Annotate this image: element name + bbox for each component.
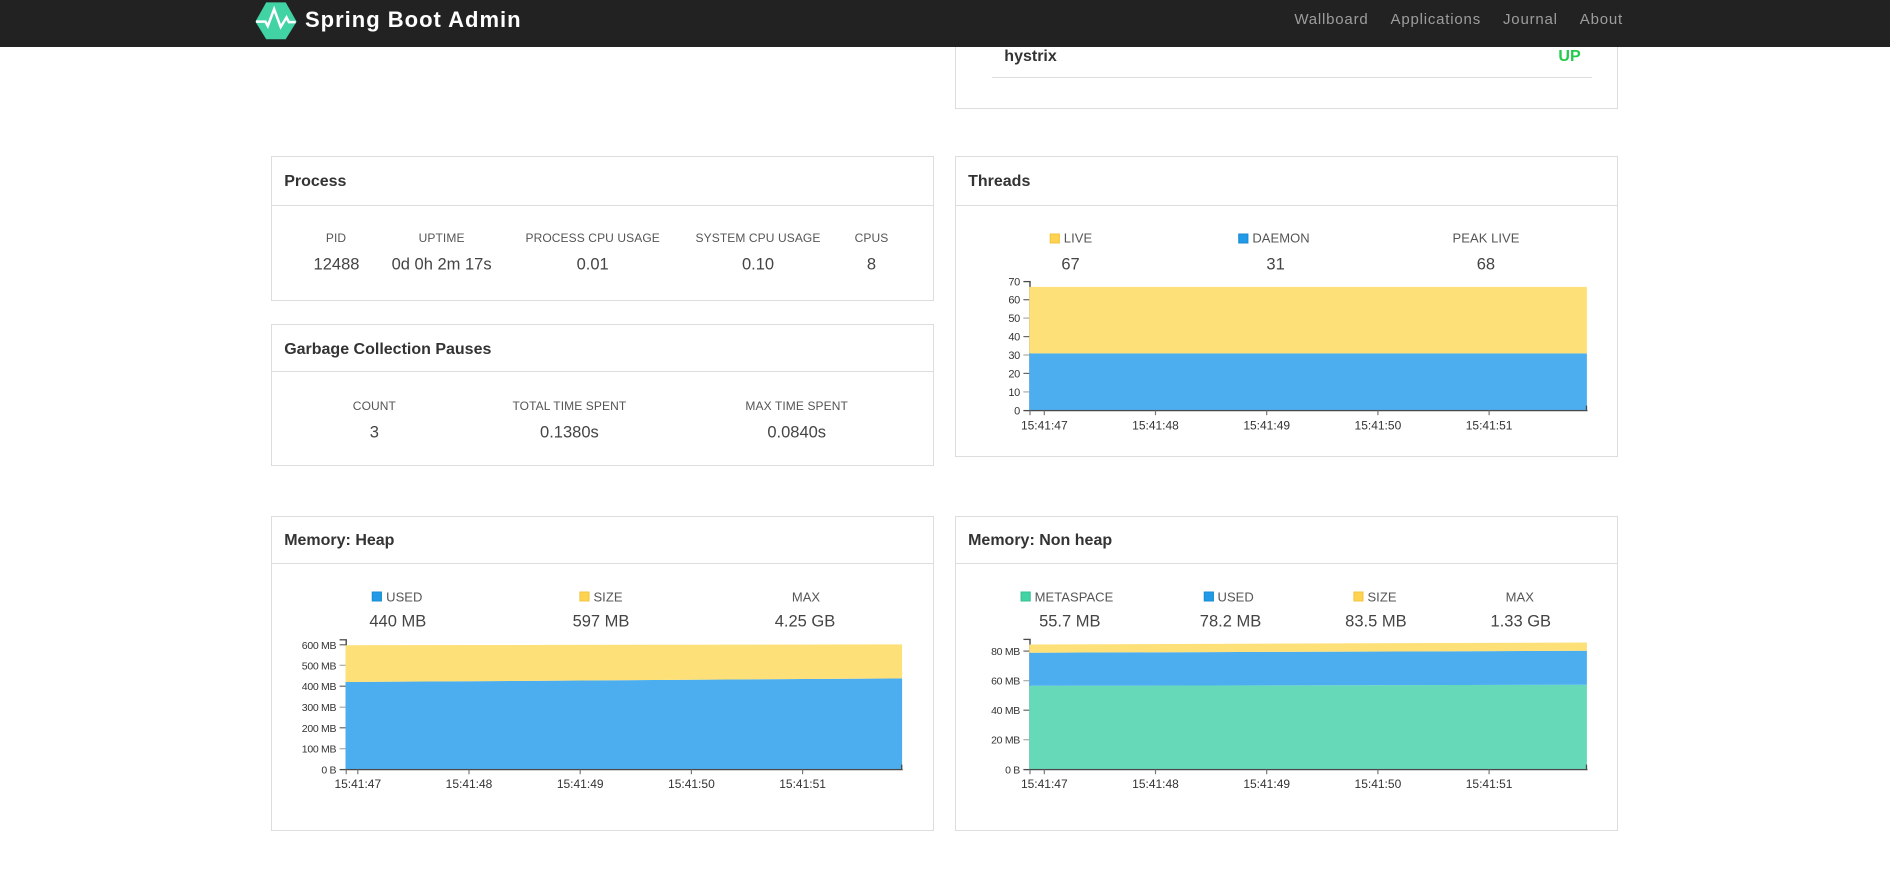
svg-text:600 MB: 600 MB <box>302 640 337 652</box>
svg-text:30: 30 <box>1008 350 1020 362</box>
svg-text:15:41:47: 15:41:47 <box>1021 418 1068 432</box>
svg-text:15:41:48: 15:41:48 <box>1132 418 1179 432</box>
svg-text:500 MB: 500 MB <box>302 660 337 672</box>
svg-text:15:41:49: 15:41:49 <box>1243 777 1290 791</box>
svg-text:60 MB: 60 MB <box>991 676 1020 688</box>
svg-text:50: 50 <box>1008 313 1020 325</box>
svg-text:200 MB: 200 MB <box>302 723 337 735</box>
svg-text:0: 0 <box>1014 406 1020 418</box>
svg-text:80 MB: 80 MB <box>991 646 1020 658</box>
svg-text:0 B: 0 B <box>1005 764 1020 776</box>
svg-text:15:41:49: 15:41:49 <box>1243 418 1290 432</box>
svg-text:60: 60 <box>1008 295 1020 307</box>
svg-text:15:41:47: 15:41:47 <box>334 777 381 791</box>
svg-text:15:41:50: 15:41:50 <box>1355 777 1402 791</box>
svg-text:40: 40 <box>1008 332 1020 344</box>
svg-text:70: 70 <box>1008 277 1020 289</box>
svg-text:20 MB: 20 MB <box>991 735 1020 747</box>
svg-text:10: 10 <box>1008 387 1020 399</box>
svg-text:20: 20 <box>1008 368 1020 380</box>
svg-text:0 B: 0 B <box>321 764 336 776</box>
svg-text:15:41:50: 15:41:50 <box>1355 418 1402 432</box>
svg-text:15:41:47: 15:41:47 <box>1021 777 1068 791</box>
svg-text:400 MB: 400 MB <box>302 681 337 693</box>
svg-text:15:41:50: 15:41:50 <box>668 777 715 791</box>
svg-text:15:41:48: 15:41:48 <box>446 777 493 791</box>
svg-text:100 MB: 100 MB <box>302 744 337 756</box>
svg-text:40 MB: 40 MB <box>991 705 1020 717</box>
svg-text:15:41:49: 15:41:49 <box>557 777 604 791</box>
svg-text:15:41:51: 15:41:51 <box>1466 777 1513 791</box>
svg-text:15:41:51: 15:41:51 <box>1466 418 1513 432</box>
svg-text:15:41:48: 15:41:48 <box>1132 777 1179 791</box>
svg-text:15:41:51: 15:41:51 <box>779 777 826 791</box>
svg-text:300 MB: 300 MB <box>302 702 337 714</box>
